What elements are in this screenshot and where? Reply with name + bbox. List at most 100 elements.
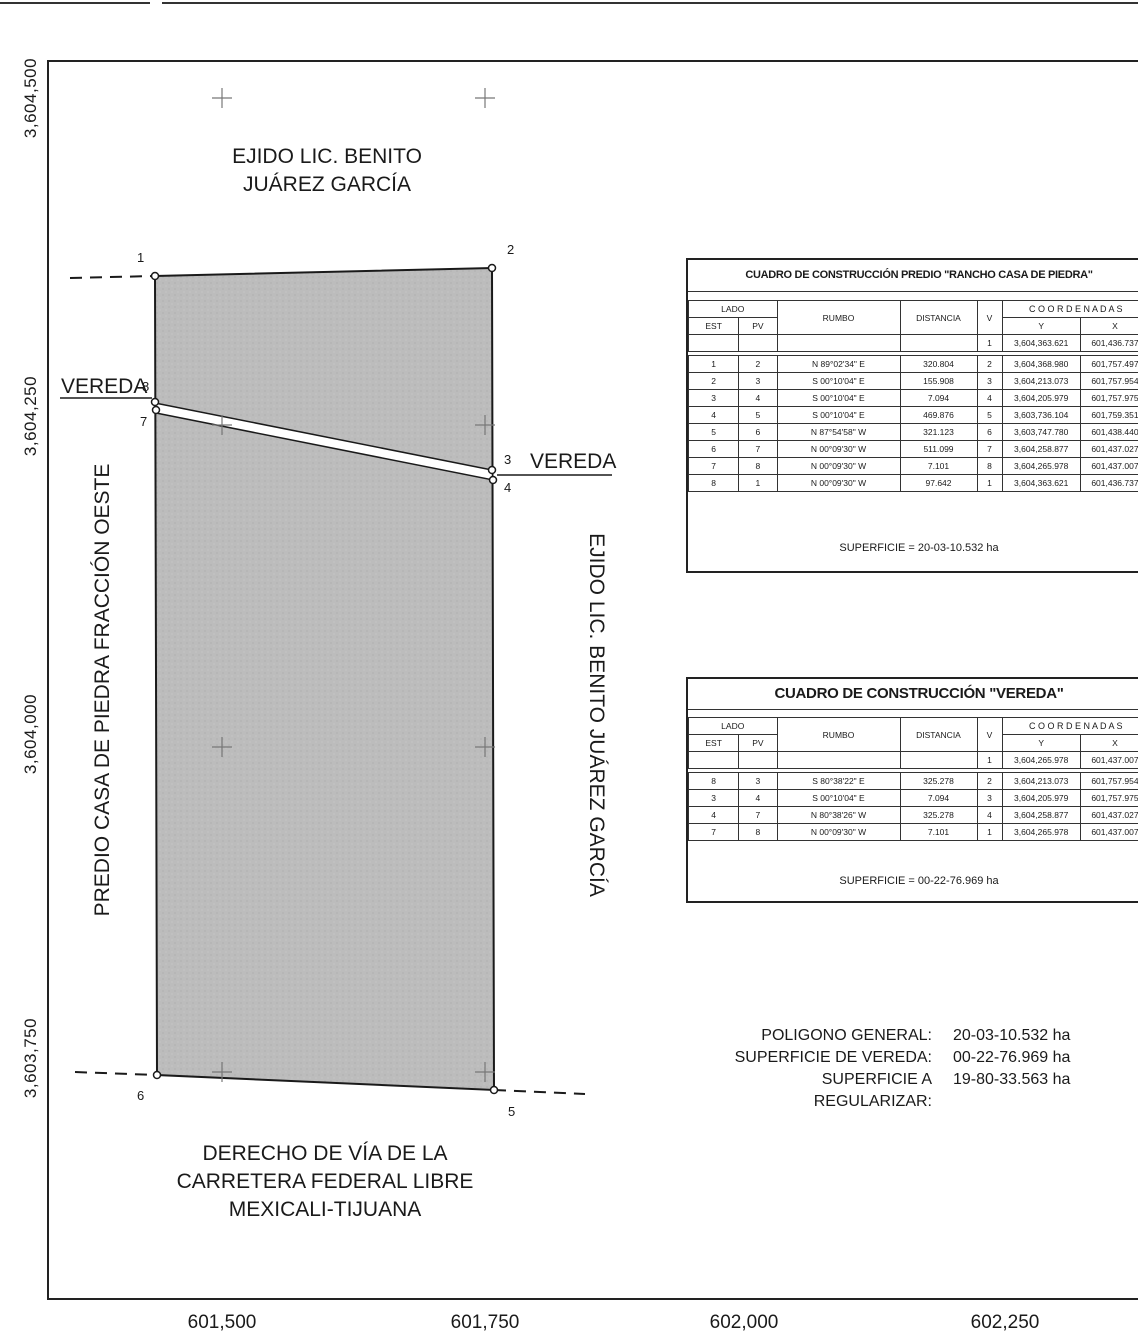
- cell-y: 3,604,258.877: [1001, 440, 1081, 458]
- cell-distancia: 7.094: [899, 789, 978, 807]
- col-lado: LADO: [688, 300, 778, 318]
- area-summary: POLIGONO GENERAL: 20-03-10.532 ha SUPERF…: [700, 1025, 1071, 1113]
- cell-y: 3,604,363.621: [1001, 474, 1081, 492]
- north-neighbor-label: EJIDO LIC. BENITO JUÁREZ GARCÍA: [232, 143, 422, 199]
- summary-value: 20-03-10.532 ha: [953, 1027, 1071, 1044]
- cell-x: 601,757.954: [1079, 772, 1138, 790]
- cell-x: 601,757.975: [1079, 389, 1138, 407]
- cell-pv: 8: [738, 457, 778, 475]
- construction-table-predio: CUADRO DE CONSTRUCCIÓN PREDIO "RANCHO CA…: [686, 258, 1138, 573]
- cell-distancia: 7.101: [899, 823, 978, 841]
- cell-pv: 7: [738, 440, 778, 458]
- col-v: V: [976, 300, 1003, 335]
- vereda-label-west: VEREDA: [61, 375, 148, 398]
- cell-est: 7: [687, 823, 740, 841]
- point-label-2: 2: [507, 242, 515, 257]
- cell-y: 3,604,265.978: [1001, 457, 1081, 475]
- cell-est: 8: [687, 772, 740, 790]
- table-row: 1 3,604,363.621 601,436.737: [687, 334, 1138, 352]
- summary-value: 00-22-76.969 ha: [953, 1049, 1071, 1066]
- cell-rumbo: S 00°10'04" E: [776, 406, 901, 424]
- col-pv: PV: [738, 734, 778, 752]
- cell-v: 5: [976, 406, 1003, 424]
- cell-y: 3,604,205.979: [1001, 789, 1081, 807]
- vertex-2: [487, 263, 497, 273]
- cell-y: 3,604,213.073: [1001, 772, 1081, 790]
- cell-pv: 3: [738, 772, 778, 790]
- vertex-4: [488, 475, 498, 485]
- col-distancia: DISTANCIA: [899, 300, 978, 335]
- cell-rumbo: N 89°02'34" E: [776, 355, 901, 373]
- cell-y: 3,604,368.980: [1001, 355, 1081, 373]
- col-distancia: DISTANCIA: [899, 717, 978, 752]
- cell-v: 4: [976, 389, 1003, 407]
- cell-pv: 4: [738, 389, 778, 407]
- cell-distancia: 320.804: [899, 355, 978, 373]
- cell-distancia: 469.876: [899, 406, 978, 424]
- cell-v: 8: [976, 457, 1003, 475]
- col-y: Y: [1001, 734, 1081, 752]
- vertex-5: [489, 1085, 499, 1095]
- cell-distancia: 511.099: [899, 440, 978, 458]
- cell-v: 3: [976, 789, 1003, 807]
- north-neighbor-line: EJIDO LIC. BENITO: [232, 145, 422, 168]
- vereda-label-east: VEREDA: [530, 450, 617, 473]
- cell-rumbo: N 87°54'58" W: [776, 423, 901, 441]
- construction-table-vereda: CUADRO DE CONSTRUCCIÓN "VEREDA" LADO RUM…: [686, 677, 1138, 903]
- point-label-5: 5: [508, 1104, 516, 1119]
- cell-x: 601,437.007: [1079, 457, 1138, 475]
- cell-v: 2: [976, 355, 1003, 373]
- cell-x: 601,436.737: [1079, 334, 1138, 352]
- page-top-line-left: [0, 2, 150, 4]
- cell-est: 4: [687, 806, 740, 824]
- cell-x: 601,437.027: [1079, 806, 1138, 824]
- cell-distancia: 7.101: [899, 457, 978, 475]
- col-x: X: [1079, 734, 1138, 752]
- cell-v: 1: [976, 474, 1003, 492]
- south-neighbor-label: DERECHO DE VÍA DE LA CARRETERA FEDERAL L…: [177, 1140, 474, 1224]
- cell-x: 601,437.007: [1079, 823, 1138, 841]
- cell-rumbo: N 00°09'30" W: [776, 474, 901, 492]
- x-tick-label: 601,750: [450, 1312, 520, 1333]
- cell-pv: 8: [738, 823, 778, 841]
- vertex-8: [150, 397, 160, 407]
- cell-x: 601,438.440: [1079, 423, 1138, 441]
- cell-est: 6: [687, 440, 740, 458]
- cell-pv: 2: [738, 355, 778, 373]
- south-neighbor-line: MEXICALI-TIJUANA: [228, 1198, 422, 1221]
- cell-rumbo: S 00°10'04" E: [776, 372, 901, 390]
- cell-distancia: 155.908: [899, 372, 978, 390]
- cell-est: 2: [687, 372, 740, 390]
- cell-rumbo: S 80°38'22" E: [776, 772, 901, 790]
- col-est: EST: [687, 734, 740, 752]
- cell-v: 1: [976, 334, 1003, 352]
- cell-est: 8: [687, 474, 740, 492]
- cell-y: 3,604,213.073: [1001, 372, 1081, 390]
- col-coordenadas: C O O R D E N A D A S: [1001, 717, 1138, 735]
- col-x: X: [1079, 317, 1138, 335]
- cell-x: 601,437.007: [1079, 751, 1138, 769]
- cell-est: 5: [687, 423, 740, 441]
- cell-rumbo: N 00°09'30" W: [776, 823, 901, 841]
- table2-grid: LADO RUMBO DISTANCIA V C O O R D E N A D…: [687, 717, 1138, 841]
- cell-pv: 7: [738, 806, 778, 824]
- col-coordenadas: C O O R D E N A D A S: [1001, 300, 1138, 318]
- north-boundary-extension: [69, 275, 156, 279]
- cell-distancia: 325.278: [899, 806, 978, 824]
- col-rumbo: RUMBO: [776, 300, 901, 335]
- cell-rumbo: N 00°09'30" W: [776, 457, 901, 475]
- cell-x: 601,757.975: [1079, 789, 1138, 807]
- north-neighbor-line: JUÁREZ GARCÍA: [242, 173, 412, 196]
- cell-y: 3,603,747.780: [1001, 423, 1081, 441]
- page-top-line-right: [162, 2, 1138, 4]
- cell-y: 3,604,363.621: [1001, 334, 1081, 352]
- col-rumbo: RUMBO: [776, 717, 901, 752]
- col-pv: PV: [738, 317, 778, 335]
